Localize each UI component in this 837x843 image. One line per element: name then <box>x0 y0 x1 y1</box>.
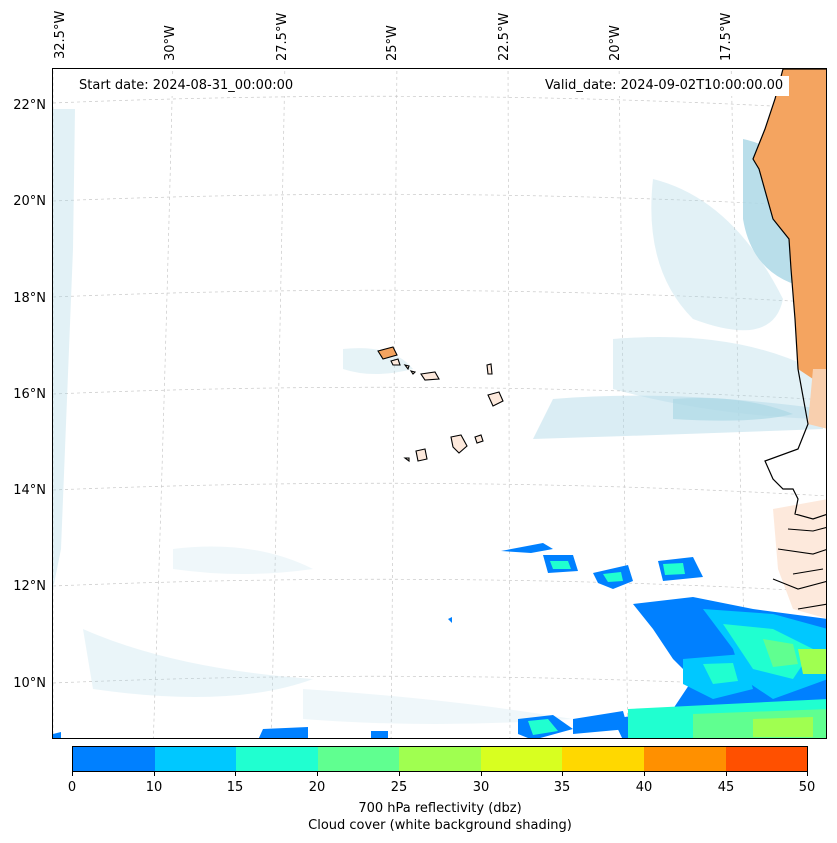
colorbar-tick-6 <box>562 772 563 776</box>
colorbar-tick-label-30: 30 <box>472 780 490 795</box>
lon-label-17-5w: 17.5°W <box>719 12 734 61</box>
colorbar-tick-label-15: 15 <box>226 780 244 795</box>
colorbar-tick-1 <box>154 772 155 776</box>
start-date-label: Start date: 2024-08-31_00:00:00 <box>73 76 300 96</box>
colorbar-tick-label-10: 10 <box>145 780 163 795</box>
lat-label-22n: 22°N <box>13 98 46 113</box>
colorbar-segment-7 <box>643 747 726 771</box>
cape-verde-islands <box>377 346 504 463</box>
colorbar-segment-0 <box>73 747 155 771</box>
africa-land <box>752 69 826 625</box>
colorbar-tick-label-45: 45 <box>717 780 735 795</box>
colorbar-segment-8 <box>725 747 808 771</box>
colorbar-tick-label-50: 50 <box>798 780 816 795</box>
colorbar-tick-label-35: 35 <box>553 780 571 795</box>
colorbar-tick-label-25: 25 <box>390 780 408 795</box>
lon-label-30w: 30°W <box>163 25 178 61</box>
colorbar-segment-3 <box>317 747 400 771</box>
lon-label-22-5w: 22.5°W <box>497 12 512 61</box>
colorbar-tick-0 <box>72 772 73 776</box>
lon-label-25w: 25°W <box>385 25 400 61</box>
colorbar-tick-3 <box>317 772 318 776</box>
lon-label-32-5w: 32.5°W <box>53 10 68 59</box>
colorbar <box>72 746 808 772</box>
reflectivity <box>53 543 826 738</box>
colorbar-tick-4 <box>399 772 400 776</box>
colorbar-tick-5 <box>481 772 482 776</box>
cloud-cover <box>53 109 823 724</box>
colorbar-title: 700 hPa reflectivity (dbz) <box>358 801 522 816</box>
lon-label-27-5w: 27.5°W <box>275 12 290 61</box>
map-canvas <box>53 69 826 738</box>
colorbar-tick-7 <box>644 772 645 776</box>
colorbar-tick-2 <box>235 772 236 776</box>
lat-label-12n: 12°N <box>13 579 46 594</box>
colorbar-segment-5 <box>480 747 563 771</box>
valid-date-label: Valid_date: 2024-09-02T10:00:00.00 <box>539 76 790 96</box>
lat-label-16n: 16°N <box>13 387 46 402</box>
lat-label-20n: 20°N <box>13 194 46 209</box>
colorbar-tick-label-0: 0 <box>67 780 77 795</box>
lat-label-10n: 10°N <box>13 676 46 691</box>
colorbar-tick-8 <box>726 772 727 776</box>
lat-label-14n: 14°N <box>13 483 46 498</box>
lat-label-18n: 18°N <box>13 291 46 306</box>
colorbar-subtitle: Cloud cover (white background shading) <box>308 818 572 833</box>
colorbar-segment-4 <box>399 747 481 771</box>
map-panel <box>52 68 827 739</box>
colorbar-tick-label-40: 40 <box>635 780 653 795</box>
colorbar-tick-9 <box>807 772 808 776</box>
colorbar-segment-6 <box>562 747 644 771</box>
lon-label-20w: 20°W <box>608 25 623 61</box>
colorbar-tick-label-20: 20 <box>308 780 326 795</box>
colorbar-segment-2 <box>236 747 318 771</box>
colorbar-segment-1 <box>154 747 237 771</box>
